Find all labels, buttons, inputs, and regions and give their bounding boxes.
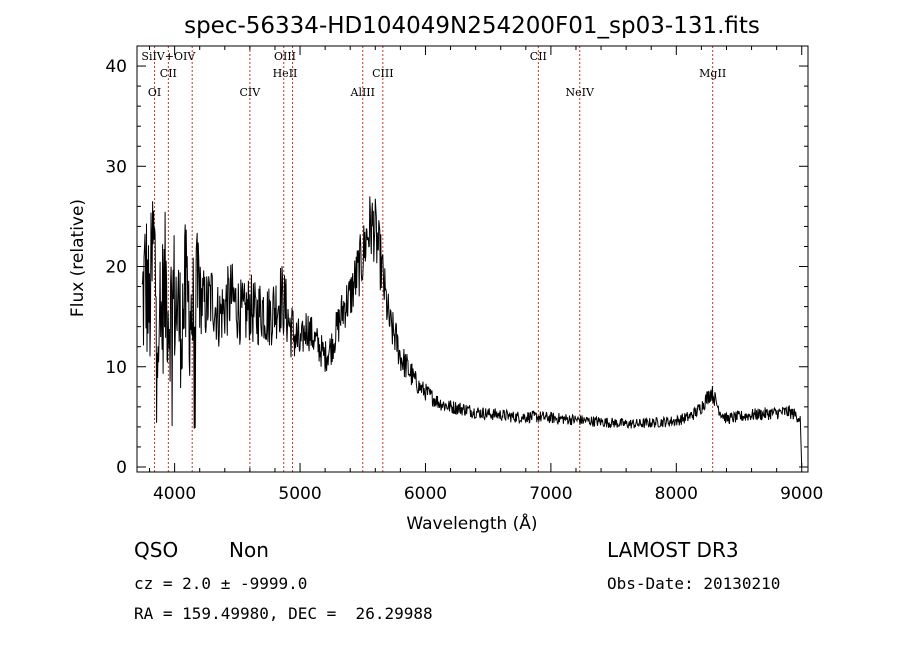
emission-line-label: CIII: [372, 67, 393, 80]
emission-line-label: MgII: [699, 67, 726, 80]
emission-line-markers: [154, 46, 714, 472]
emission-line-label: AlIII: [350, 86, 376, 99]
chart-title: spec-56334-HD104049N254200F01_sp03-131.f…: [184, 13, 760, 39]
x-tick-label: 9000: [780, 484, 823, 504]
emission-line-labels: OI SiIV+OIV CII CIV OIII HeII AlIII CIII CII NeIV…: [141, 50, 726, 99]
y-tick-label: 10: [105, 358, 127, 378]
emission-line-label: SiIV+OIV: [141, 50, 196, 63]
x-tick-label: 5000: [278, 484, 321, 504]
emission-line-label: OI: [148, 86, 161, 99]
survey-name: LAMOST DR3: [607, 538, 739, 562]
axis-ticks: [137, 46, 808, 472]
observation-date: Obs-Date: 20130210: [607, 574, 781, 593]
emission-line-label: CII: [530, 50, 547, 63]
x-tick-label: 4000: [153, 484, 196, 504]
emission-line-label: HeII: [273, 67, 298, 80]
x-tick-label: 7000: [529, 484, 572, 504]
object-class: QSO: [134, 538, 179, 562]
y-tick-label: 20: [105, 258, 127, 278]
object-subclass: Non: [229, 538, 269, 562]
coordinates-info: RA = 159.49980, DEC = 26.29988: [134, 604, 433, 623]
y-tick-label: 30: [105, 157, 127, 177]
emission-line-label: CIV: [240, 86, 262, 99]
emission-line-label: NeIV: [566, 86, 595, 99]
spectrum-line: [141, 196, 803, 468]
x-tick-label: 8000: [655, 484, 698, 504]
y-tick-label: 0: [116, 458, 127, 478]
emission-line-label: OIII: [274, 50, 296, 63]
x-axis-label: Wavelength (Å): [406, 512, 537, 534]
y-axis-label: Flux (relative): [68, 199, 88, 317]
plot-frame: [136, 45, 809, 473]
y-tick-label: 40: [105, 57, 127, 77]
redshift-info: cz = 2.0 ± -9999.0: [134, 574, 308, 593]
emission-line-label: CII: [160, 67, 177, 80]
x-tick-label: 6000: [404, 484, 447, 504]
axis-tick-labels: 4000 5000 6000 7000 8000 9000 0 10 20 30 40: [105, 57, 823, 504]
